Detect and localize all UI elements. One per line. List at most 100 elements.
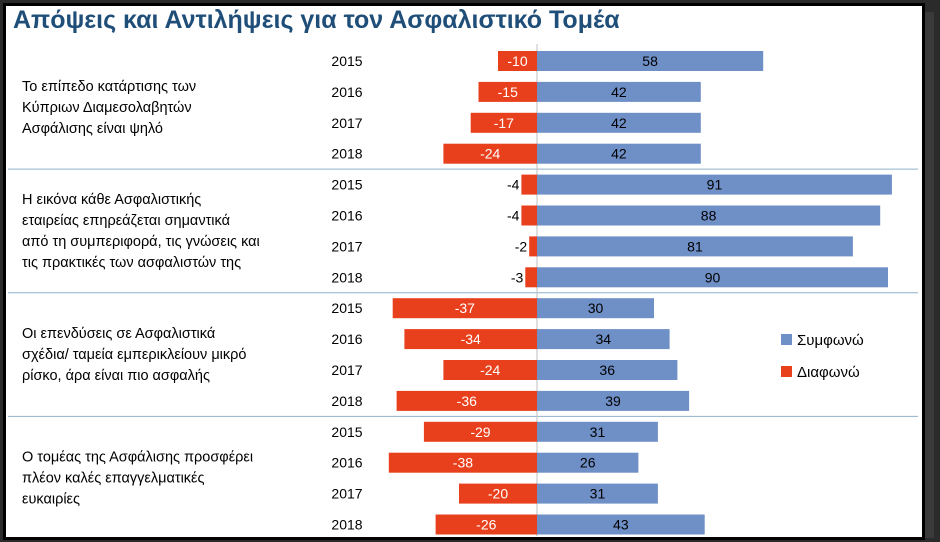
year-label: 2017 — [331, 238, 362, 254]
text-layer: 2015 58 -10 2016 42 -15 2017 42 -17 2018 42 -24 Το ε… — [22, 53, 722, 533]
legend-agree-label: Συμφωνώ — [797, 332, 864, 349]
bar-agree — [537, 174, 892, 195]
data-label-disagree: -24 — [480, 146, 500, 162]
bar-disagree — [404, 329, 537, 350]
bar-agree — [537, 514, 705, 535]
bar-agree — [537, 452, 639, 473]
bar-agree — [537, 421, 658, 442]
data-label-disagree: -4 — [507, 208, 520, 224]
data-label-agree: 31 — [590, 486, 606, 502]
data-label-agree: 81 — [687, 238, 703, 254]
bar-disagree — [498, 51, 537, 71]
year-label: 2016 — [331, 331, 362, 347]
data-label-disagree: -26 — [476, 517, 496, 533]
bar-agree — [537, 81, 701, 102]
question-line: από τη συμπεριφορά, τις γνώσεις και — [22, 234, 260, 250]
bar-disagree — [443, 143, 537, 164]
bar-agree — [537, 298, 654, 319]
year-label: 2017 — [331, 115, 362, 131]
data-label-disagree: -34 — [461, 331, 481, 347]
bar-agree — [537, 51, 764, 71]
year-label: 2018 — [331, 269, 362, 285]
bar-disagree — [459, 483, 537, 504]
bar-disagree — [435, 514, 537, 535]
bar-agree — [537, 360, 678, 380]
bar-disagree — [525, 267, 537, 288]
data-label-disagree: -10 — [507, 53, 527, 69]
data-label-agree: 42 — [611, 146, 627, 162]
data-label-agree: 58 — [642, 53, 658, 69]
question-line: εταιρείας επηρεάζεται σημαντικά — [22, 213, 230, 229]
legend: Συμφωνώ Διαφωνώ — [781, 332, 864, 381]
bar-disagree — [423, 421, 537, 442]
data-label-disagree: -3 — [511, 269, 524, 285]
bar-agree — [537, 329, 670, 350]
data-label-agree: 90 — [705, 269, 721, 285]
bar-agree — [537, 483, 658, 504]
question-line: Ασφάλισης είναι ψηλό — [22, 121, 163, 137]
bar-agree — [537, 205, 881, 226]
year-label: 2018 — [331, 393, 362, 409]
year-label: 2015 — [331, 177, 362, 193]
bar-disagree — [521, 174, 537, 195]
question-line: τις πρακτικές των ασφαλιστών της — [22, 255, 241, 271]
data-label-agree: 36 — [599, 362, 615, 378]
legend-disagree-label: Διαφωνώ — [797, 364, 860, 381]
data-label-disagree: -37 — [455, 300, 475, 316]
data-label-disagree: -29 — [470, 424, 490, 440]
data-label-disagree: -20 — [488, 486, 508, 502]
chart-title: Απόψεις και Αντιλήψεις για τον Ασφαλιστι… — [13, 6, 620, 34]
data-label-agree: 30 — [588, 300, 604, 316]
data-label-disagree: -17 — [494, 115, 514, 131]
question-line: σχέδια/ ταμεία εμπερικλείουν μικρό — [22, 347, 246, 363]
bar-disagree — [529, 236, 537, 257]
question-line: Η εικόνα κάθε Ασφαλιστικής — [22, 192, 201, 208]
data-label-agree: 42 — [611, 115, 627, 131]
data-label-agree: 43 — [613, 517, 629, 533]
year-label: 2015 — [331, 53, 362, 69]
year-label: 2018 — [331, 146, 362, 162]
data-label-agree: 88 — [701, 208, 717, 224]
year-label: 2017 — [331, 486, 362, 502]
data-label-agree: 34 — [596, 331, 612, 347]
data-label-agree: 31 — [590, 424, 606, 440]
year-label: 2016 — [331, 455, 362, 471]
data-label-disagree: -36 — [457, 393, 477, 409]
bar-disagree — [396, 390, 537, 411]
bar-disagree — [392, 298, 537, 319]
data-label-disagree: -15 — [498, 84, 518, 100]
bar-disagree — [478, 81, 537, 102]
bar-agree — [537, 390, 690, 411]
question-line: Το επίπεδο κατάρτισης των — [22, 79, 196, 95]
bar-disagree — [470, 112, 537, 133]
bar-agree — [537, 236, 853, 257]
question-line: Κύπριων Διαμεσολαβητών — [22, 100, 192, 116]
legend-agree-swatch — [781, 334, 792, 345]
question-line: Οι επενδύσεις σε Ασφαλιστικά — [22, 326, 215, 342]
bars-layer — [388, 51, 892, 535]
year-label: 2015 — [331, 300, 362, 316]
bar-agree — [537, 112, 701, 133]
data-label-agree: 39 — [605, 393, 621, 409]
data-label-disagree: -38 — [453, 455, 473, 471]
bar-agree — [537, 143, 701, 164]
bar-disagree — [443, 360, 537, 380]
bar-agree — [537, 267, 888, 288]
year-label: 2016 — [331, 84, 362, 100]
data-label-disagree: -2 — [515, 238, 528, 254]
data-label-disagree: -4 — [507, 177, 520, 193]
data-label-agree: 91 — [707, 177, 723, 193]
question-line: πλέον καλές επαγγελματικές — [22, 471, 205, 487]
year-label: 2018 — [331, 517, 362, 533]
data-label-agree: 42 — [611, 84, 627, 100]
bar-disagree — [521, 205, 537, 226]
question-line: ρίσκο, άρα είναι πιο ασφαλής — [22, 368, 210, 384]
question-line: Ο τομέας της Ασφάλισης προσφέρει — [22, 450, 253, 466]
question-line: ευκαιρίες — [22, 492, 80, 508]
year-label: 2015 — [331, 424, 362, 440]
year-label: 2016 — [331, 208, 362, 224]
data-label-disagree: -24 — [480, 362, 500, 378]
bar-disagree — [388, 452, 537, 473]
year-label: 2017 — [331, 362, 362, 378]
